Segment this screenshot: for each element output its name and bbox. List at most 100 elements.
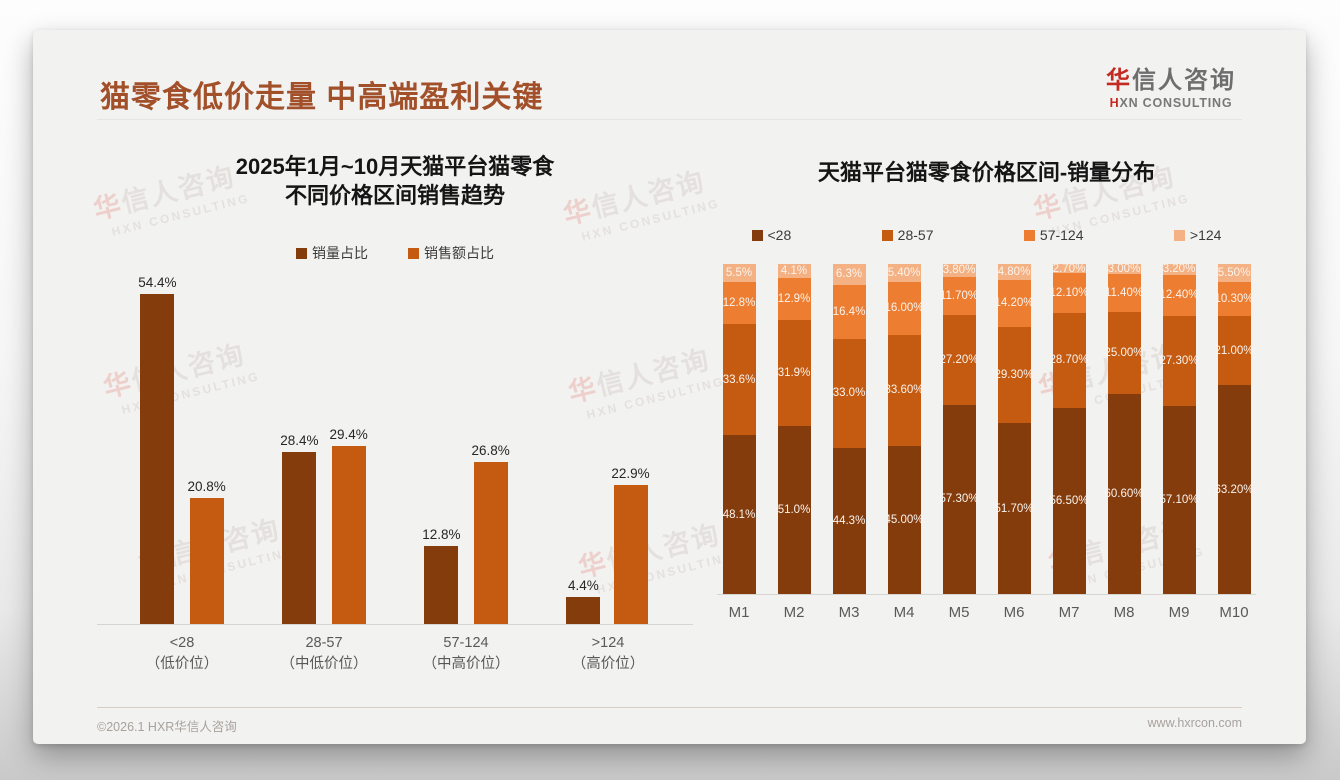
segment-28-57-M3: 33.0% [832, 338, 866, 448]
stacked-bar-M8: 3.00% 11.40% 25.00% 60.60% [1105, 263, 1144, 594]
x-axis-label-M6: M6 [1003, 604, 1025, 621]
x-axis-label-<28: <28 （低价位） [111, 633, 253, 675]
bar-销售额占比-28-57 [331, 445, 366, 624]
segment-<28-M9: 57.10% [1160, 405, 1199, 594]
stacked-bar-column-M9: 3.20% 12.40% 27.30% 57.10% [1159, 263, 1199, 594]
x-axis-label-M4: M4 [893, 604, 915, 621]
segment->124-M4: 5.40% [887, 264, 921, 282]
category-sublabel: （低价位） [145, 656, 219, 672]
segment->124-M1: 5.5% [722, 264, 756, 283]
legend-label: 28-57 [897, 227, 934, 243]
segment-57-124-M10: 10.30% [1215, 282, 1254, 317]
stacked-bar-column-M10: 5.50% 10.30% 21.00% 63.20% [1214, 264, 1254, 594]
x-axis-label-M1: M1 [728, 604, 750, 621]
stacked-bar-M6: 4.80% 14.20% 29.30% 51.70% [995, 264, 1034, 594]
right-chart-plot: 5.5% 12.8% 33.6% 48.1% 4.1% 12.9% 31.9% 51.0% 6.… [717, 262, 1256, 595]
legend-swatch-icon [296, 247, 307, 259]
right-chart-legend: <28 28-57 57-124 >124 [751, 227, 1222, 243]
legend-swatch-icon [1023, 229, 1035, 241]
category-label: 28-57 [305, 635, 343, 651]
bar-wrap: 12.8% [422, 527, 461, 624]
bar-value-label: 4.4% [567, 578, 599, 594]
segment-<28-M1: 48.1% [722, 435, 756, 594]
segment-28-57-M10: 21.00% [1215, 316, 1254, 386]
bar-value-label: 26.8% [471, 442, 510, 458]
bar-value-label: 29.4% [329, 426, 368, 442]
left-chart-x-axis: <28 （低价位） 28-57 （中低价位） 57-124 （中高价位） >124 （高价位） [97, 633, 693, 675]
legend-label: >124 [1189, 227, 1222, 243]
bar-销售额占比->124 [613, 485, 648, 624]
bar-wrap: 29.4% [330, 427, 368, 624]
stacked-bar-column-M4: 5.40% 16.00% 33.60% 45.00% [884, 264, 924, 594]
legend-swatch-icon [408, 247, 419, 259]
x-axis-label-M8: M8 [1113, 604, 1135, 621]
stacked-bar-column-M6: 4.80% 14.20% 29.30% 51.70% [994, 264, 1034, 594]
legend-item->124: >124 [1173, 227, 1222, 243]
bar-销量占比-57-124 [424, 546, 459, 624]
legend-label: 销量占比 [312, 245, 368, 261]
x-axis-label-28-57: 28-57 （中低价位） [253, 633, 395, 675]
bar-销量占比->124 [566, 597, 601, 624]
bar-value-label: 22.9% [611, 466, 650, 482]
segment-57-124-M6: 14.20% [995, 279, 1034, 327]
stacked-bar-column-M3: 6.3% 16.4% 33.0% 44.3% [829, 264, 869, 594]
segment-28-57-M5: 27.20% [940, 315, 979, 405]
stacked-bar-M2: 4.1% 12.9% 31.9% 51.0% [777, 264, 811, 594]
segment-57-124-M4: 16.00% [885, 281, 924, 335]
bar-value-label: 12.8% [422, 527, 461, 543]
segment-<28-M5: 57.30% [940, 404, 979, 594]
right-chart-title: 天猫平台猫零食价格区间-销量分布 [817, 160, 1156, 185]
stacked-bar-M1: 5.5% 12.8% 33.6% 48.1% [722, 264, 756, 594]
bar-wrap: 22.9% [611, 466, 650, 624]
stacked-bar-column-M5: 3.80% 11.70% 27.20% 57.30% [939, 264, 979, 594]
legend-item-<28: <28 [751, 227, 791, 243]
segment-57-124-M7: 12.10% [1050, 273, 1089, 313]
segment-<28-M4: 45.00% [885, 445, 924, 594]
footer-copyright: ©2026.1 HXR华信人咨询 [97, 720, 237, 734]
x-axis-label-M7: M7 [1058, 604, 1080, 621]
page-title: 猫零食低价走量 中高端盈利关键 [100, 81, 544, 114]
stacked-bar-M10: 5.50% 10.30% 21.00% 63.20% [1215, 264, 1254, 594]
legend-item-28-57: 28-57 [881, 227, 934, 243]
logo-brand-text: 华信人咨询 [1106, 67, 1236, 94]
header-divider [97, 119, 1242, 120]
bar-销量占比-<28 [140, 294, 175, 624]
segment-28-57-M7: 28.70% [1050, 312, 1089, 408]
legend-swatch-icon [751, 229, 763, 241]
x-axis-label-M3: M3 [838, 604, 860, 621]
bar-销售额占比-57-124 [473, 461, 508, 624]
bar-value-label: 28.4% [280, 432, 319, 448]
segment->124-M6: 4.80% [997, 264, 1031, 280]
x-axis-label-M2: M2 [783, 604, 805, 621]
footer-divider [97, 707, 1242, 708]
x-axis-label-M9: M9 [1168, 604, 1190, 621]
company-logo: 华信人咨询 HXN CONSULTING [1106, 60, 1236, 110]
bar-wrap: 28.4% [280, 432, 319, 624]
charts-area: 2025年1月~10月天猫平台猫零食 不同价格区间销售趋势 销量占比 销售额占比 … [97, 130, 1256, 672]
segment-28-57-M6: 29.30% [995, 326, 1034, 424]
segment-28-57-M4: 33.60% [885, 334, 924, 446]
stacked-bar-chart-panel: 天猫平台猫零食价格区间-销量分布 <28 28-57 57-124 >124 5.5%… [717, 130, 1256, 666]
segment-<28-M3: 44.3% [832, 447, 866, 594]
right-chart-x-axis: M1 M2 M3 M4 M5 M6 M7 M8 M9 M10 [717, 604, 1256, 621]
bar-wrap: 4.4% [566, 578, 601, 624]
left-chart-plot: 54.4% 20.8% 28.4% 29.4% 12.8% 26.8% 4.4% 22.9% [97, 267, 693, 625]
legend-label: 57-124 [1039, 227, 1084, 243]
segment->124-M9: 3.20% [1162, 263, 1196, 276]
bar-group-<28: 54.4% 20.8% [111, 275, 253, 624]
bar-销量占比-28-57 [282, 451, 317, 624]
stacked-bar-M5: 3.80% 11.70% 27.20% 57.30% [940, 264, 979, 594]
category-sublabel: （高价位） [571, 656, 645, 672]
segment->124-M2: 4.1% [777, 264, 811, 278]
bar-wrap: 26.8% [472, 443, 510, 624]
stacked-bar-column-M2: 4.1% 12.9% 31.9% 51.0% [774, 264, 814, 594]
bar-销售额占比-<28 [189, 498, 224, 624]
bar-value-label: 20.8% [187, 479, 226, 494]
x-axis-label-M10: M10 [1219, 604, 1249, 621]
segment-57-124-M9: 12.40% [1160, 274, 1199, 316]
x-axis-label-57-124: 57-124 （中高价位） [395, 633, 537, 675]
stacked-bar-M3: 6.3% 16.4% 33.0% 44.3% [832, 264, 866, 594]
segment->124-M7: 2.70% [1052, 262, 1086, 275]
legend-label: 销售额占比 [424, 245, 494, 261]
x-axis-label->124: >124 （高价位） [537, 633, 679, 675]
